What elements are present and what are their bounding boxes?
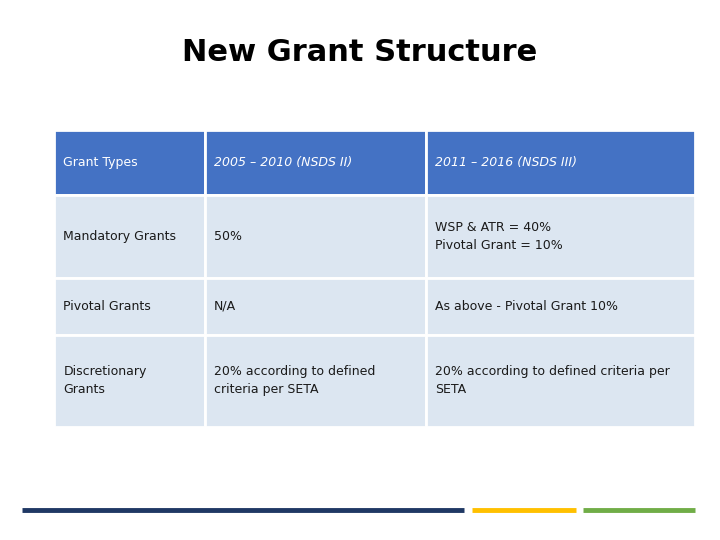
Text: WSP & ATR = 40%
Pivotal Grant = 10%: WSP & ATR = 40% Pivotal Grant = 10% [435, 221, 563, 252]
Text: Grant Types: Grant Types [63, 156, 138, 169]
Bar [426, 195, 695, 278]
Bar [54, 278, 204, 335]
Bar [54, 335, 204, 427]
Text: 20% according to defined criteria per
SETA: 20% according to defined criteria per SE… [435, 365, 670, 396]
Text: 50%: 50% [214, 230, 242, 243]
Bar [426, 335, 695, 427]
Text: 2011 – 2016 (NSDS III): 2011 – 2016 (NSDS III) [435, 156, 577, 169]
Text: Mandatory Grants: Mandatory Grants [63, 230, 176, 243]
Text: As above - Pivotal Grant 10%: As above - Pivotal Grant 10% [435, 300, 618, 313]
Bar [426, 130, 695, 195]
Bar [54, 130, 204, 195]
Text: 20% according to defined
criteria per SETA: 20% according to defined criteria per SE… [214, 365, 375, 396]
Text: New Grant Structure: New Grant Structure [182, 38, 538, 67]
Text: N/A: N/A [214, 300, 236, 313]
Bar [426, 278, 695, 335]
Bar [204, 130, 426, 195]
Text: Pivotal Grants: Pivotal Grants [63, 300, 151, 313]
Bar [204, 278, 426, 335]
Text: 2005 – 2010 (NSDS II): 2005 – 2010 (NSDS II) [214, 156, 352, 169]
Text: Discretionary
Grants: Discretionary Grants [63, 365, 147, 396]
Bar [54, 195, 204, 278]
Bar [204, 195, 426, 278]
Bar [204, 335, 426, 427]
